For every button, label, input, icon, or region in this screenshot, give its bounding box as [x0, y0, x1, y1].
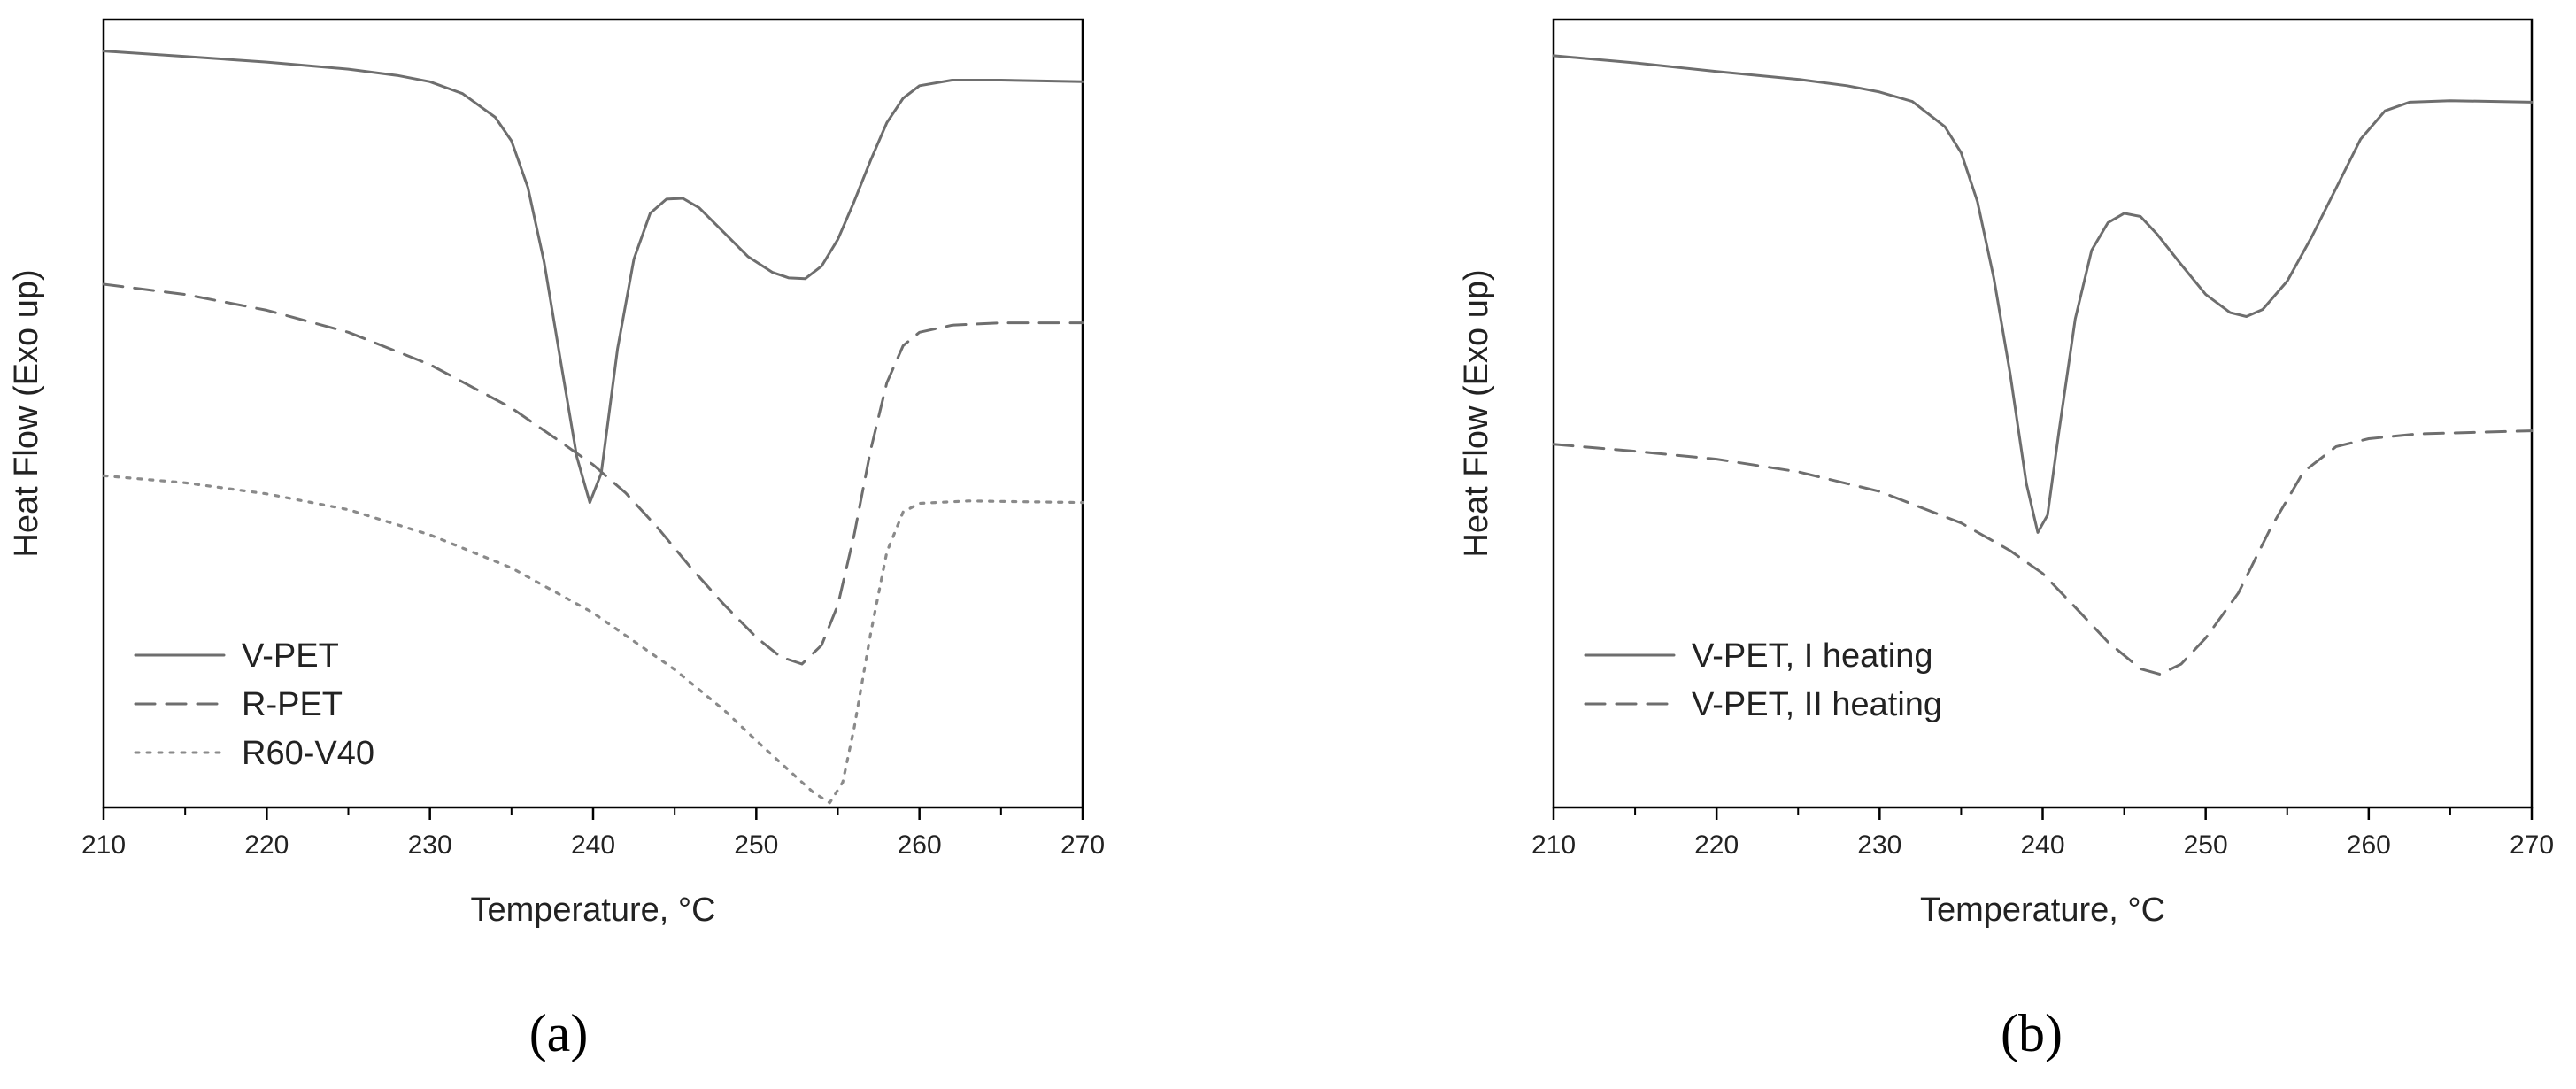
- series-line-r60-v40: [102, 474, 1084, 805]
- x-tick-label: 270: [2510, 830, 2554, 860]
- series-line-v-pet-ii-heating: [1552, 429, 2534, 676]
- x-tick-label: 250: [734, 830, 778, 860]
- panel-label: (b): [2001, 1004, 2063, 1062]
- x-tick-label: 240: [2020, 830, 2064, 860]
- series-line-r-pet: [102, 282, 1084, 666]
- series-line-v-pet-i-heating: [1552, 54, 2534, 534]
- legend-label: R60-V40: [242, 735, 374, 772]
- x-tick-label: 230: [408, 830, 452, 860]
- legend-label: R-PET: [242, 686, 343, 723]
- x-axis-title: Temperature, °C: [1920, 892, 2165, 929]
- x-tick-label: 230: [1857, 830, 1901, 860]
- legend-label: V-PET: [242, 637, 339, 675]
- panel-b: 210 220 230 240 250 260 270 Temperature, °C Heat…: [1458, 18, 2554, 929]
- legend-label: V-PET, II heating: [1692, 686, 1942, 723]
- x-tick-label: 210: [1531, 830, 1576, 860]
- series-line-v-pet: [102, 50, 1084, 505]
- x-tick-label: 220: [244, 830, 289, 860]
- legend-label: V-PET, I heating: [1692, 637, 1933, 675]
- x-tick-label: 260: [898, 830, 942, 860]
- panel-label: (a): [529, 1004, 589, 1062]
- x-tick-label: 250: [2184, 830, 2228, 860]
- x-tick-label: 220: [1694, 830, 1739, 860]
- x-tick-label: 240: [571, 830, 615, 860]
- x-tick-label: 260: [2347, 830, 2391, 860]
- x-tick-label: 210: [81, 830, 126, 860]
- y-axis-title: Heat Flow (Exo up): [1458, 269, 1495, 557]
- panel-a: 210 220 230 240 250 260 270 Temperature, °C Heat…: [8, 18, 1105, 929]
- x-tick-label: 270: [1060, 830, 1105, 860]
- y-axis-title: Heat Flow (Exo up): [8, 269, 45, 557]
- x-axis-title: Temperature, °C: [470, 892, 715, 929]
